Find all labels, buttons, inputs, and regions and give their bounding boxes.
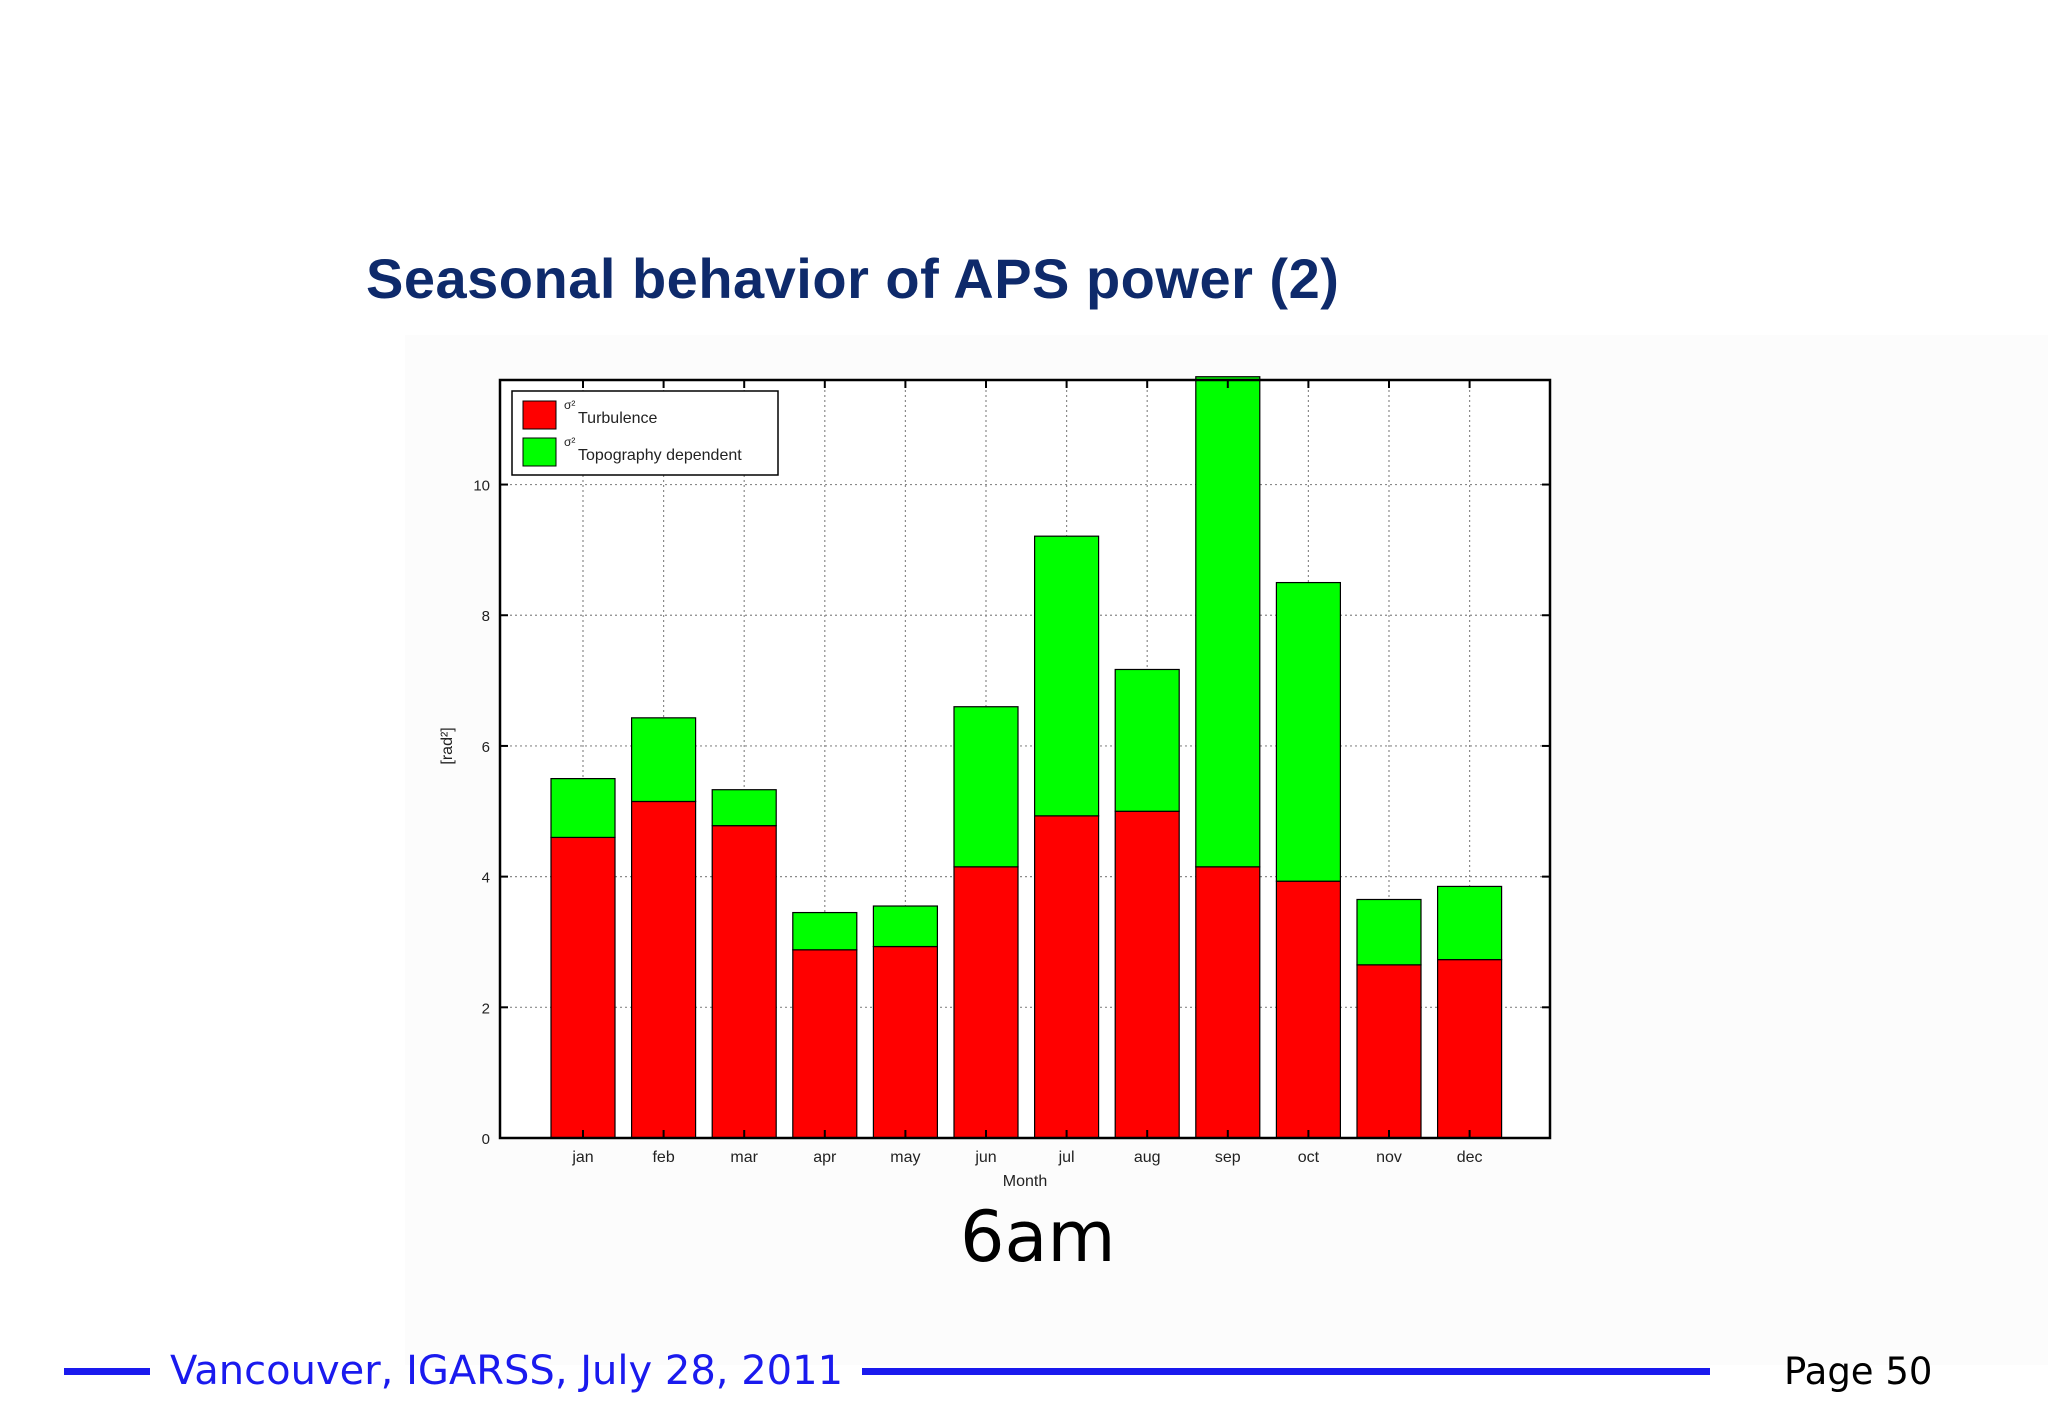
bar-turbulence-feb: [630, 800, 697, 1139]
bar-turbulence-dec: [1436, 959, 1503, 1139]
y-tick-label: 10: [473, 478, 490, 495]
bar-turbulence-jun: [953, 866, 1019, 1139]
footer-rule-right: [862, 1368, 1710, 1375]
legend-label: Turbulence: [578, 410, 658, 427]
x-tick-label: nov: [1376, 1149, 1402, 1166]
y-tick-label: 6: [482, 739, 490, 756]
bar-turbulence-oct: [1275, 880, 1342, 1139]
x-tick-label: jul: [1058, 1149, 1075, 1166]
bar-topography-oct: [1275, 581, 1342, 882]
legend-swatch-turbulence: [522, 400, 557, 430]
y-tick-label: 4: [482, 870, 490, 887]
bar-topography-apr: [792, 911, 858, 951]
legend-swatch-topography: [522, 437, 557, 467]
slide-title: Seasonal behavior of APS power (2): [366, 247, 1340, 310]
bar-turbulence-apr: [792, 949, 858, 1139]
x-tick-label: oct: [1298, 1149, 1320, 1166]
bar-topography-sep: [1195, 376, 1261, 868]
bar-turbulence-jan: [550, 836, 616, 1139]
y-axis-label: [rad²]: [439, 727, 456, 764]
bar-turbulence-nov: [1356, 964, 1422, 1139]
x-tick-label: dec: [1457, 1149, 1483, 1166]
bar-turbulence-jul: [1033, 815, 1100, 1139]
x-tick-label: may: [890, 1149, 920, 1166]
bar-topography-jul: [1033, 535, 1100, 817]
bar-topography-nov: [1356, 898, 1422, 966]
y-tick-label: 2: [482, 1000, 490, 1017]
plot-frame: [498, 378, 1552, 1140]
legend-sigma-symbol: σ²: [564, 435, 575, 449]
x-tick-label: mar: [730, 1149, 758, 1166]
y-tick-label: 0: [482, 1131, 490, 1148]
x-tick-label: aug: [1134, 1149, 1161, 1166]
bar-topography-dec: [1436, 885, 1503, 961]
x-tick-label: apr: [813, 1149, 837, 1166]
bar-turbulence-may: [872, 945, 939, 1139]
bar-turbulence-mar: [711, 825, 777, 1139]
bar-topography-may: [872, 905, 939, 948]
x-tick-label: feb: [652, 1149, 674, 1166]
footer-venue: Vancouver, IGARSS, July 28, 2011: [170, 1348, 844, 1394]
bar-topography-feb: [630, 717, 697, 803]
bar-topography-aug: [1114, 668, 1180, 812]
legend-label: Topography dependent: [578, 447, 742, 464]
x-tick-label: sep: [1215, 1149, 1241, 1166]
bar-topography-mar: [711, 789, 777, 827]
legend-sigma-symbol: σ²: [564, 398, 575, 412]
bar-turbulence-aug: [1114, 810, 1180, 1139]
page-number: Page 50: [1784, 1350, 1933, 1393]
bar-topography-jun: [953, 706, 1019, 868]
time-caption: 6am: [960, 1196, 1116, 1278]
x-tick-label: jun: [974, 1149, 996, 1166]
bar-topography-jan: [550, 778, 616, 839]
y-tick-label: 8: [482, 608, 490, 625]
bar-turbulence-sep: [1195, 866, 1261, 1139]
x-tick-label: jan: [571, 1149, 593, 1166]
footer-rule-left: [64, 1368, 150, 1375]
x-axis-label: Month: [1003, 1173, 1047, 1190]
